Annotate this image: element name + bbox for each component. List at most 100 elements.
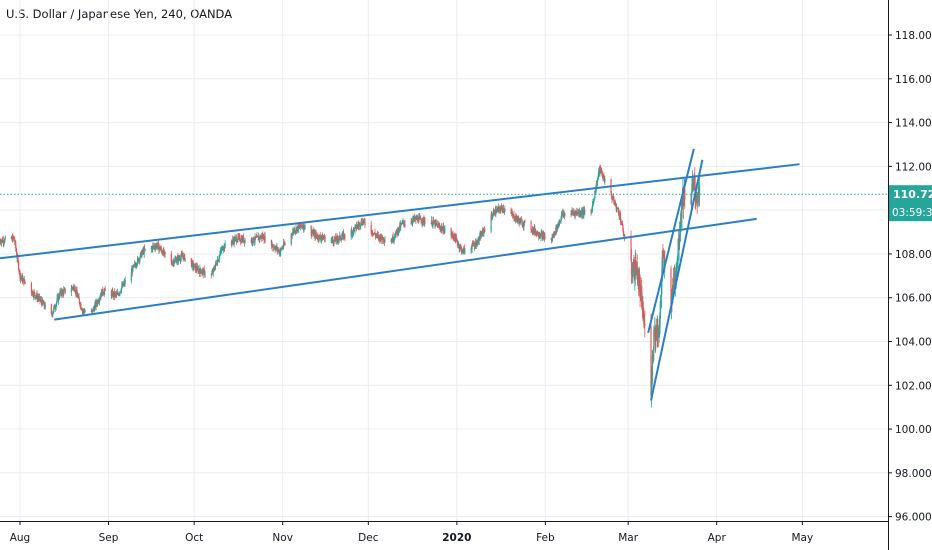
candle-body: [203, 269, 205, 275]
candle-body: [260, 237, 262, 239]
candle-body: [52, 311, 54, 314]
candle-body: [638, 279, 641, 286]
candle-body: [150, 247, 152, 250]
candle-body: [12, 236, 14, 242]
candle-body: [502, 207, 505, 211]
candle-body: [92, 308, 94, 312]
candle-body: [677, 259, 679, 261]
candle-body: [231, 241, 233, 244]
candle-body: [211, 273, 213, 276]
candle-body: [43, 302, 45, 307]
chart-grid: [0, 0, 888, 521]
candle-body: [616, 207, 618, 210]
candle-body: [254, 236, 256, 241]
candle-body: [358, 224, 360, 227]
candle-body: [312, 232, 314, 234]
candle-body: [21, 275, 23, 282]
candle-body: [320, 238, 322, 240]
candle-body: [239, 240, 241, 242]
candle-body: [84, 311, 86, 313]
candle-body: [558, 223, 560, 225]
candle-body: [410, 221, 412, 225]
candle-body: [176, 257, 178, 262]
candle-body: [552, 233, 555, 238]
candle-body: [461, 250, 464, 253]
candle-body: [697, 193, 699, 203]
candle-body: [562, 214, 565, 216]
candle-body: [560, 217, 562, 222]
candle-body: [436, 223, 438, 225]
candle-body: [298, 225, 300, 227]
candle-body: [352, 231, 354, 235]
candle-body: [577, 212, 579, 215]
candle-body: [253, 240, 256, 242]
price-tick-label: 106.000: [895, 293, 932, 305]
candle-body: [219, 251, 221, 254]
candle-body: [692, 179, 694, 185]
candle-body: [690, 195, 693, 205]
candle-body: [460, 247, 462, 249]
candle-body: [144, 249, 146, 250]
candle-body: [457, 243, 459, 246]
candle-body: [480, 233, 483, 236]
candle-body: [438, 224, 440, 226]
candle-body: [471, 242, 474, 246]
chart-title: U.S. Dollar / Japanese Yen, 240, OANDA: [6, 7, 233, 21]
price-tick-label: 108.000: [895, 249, 932, 261]
candle-body: [357, 225, 359, 226]
candle-body: [141, 252, 143, 257]
candle-body: [98, 299, 101, 302]
candle-body: [12, 236, 14, 239]
candle-body: [422, 217, 424, 223]
candle-body: [341, 237, 343, 240]
time-tick-label: Mar: [618, 532, 638, 544]
candle-body: [172, 262, 174, 265]
candle-body: [354, 225, 357, 227]
candle-body: [299, 226, 301, 228]
candle-body: [97, 301, 100, 303]
candle-body: [675, 278, 677, 281]
candle-body: [201, 272, 203, 274]
candle-body: [104, 288, 106, 291]
candle-body: [551, 238, 553, 241]
candle-body: [120, 291, 122, 293]
trendline-channel-upper: [0, 163, 800, 260]
candle-body: [558, 223, 560, 226]
candle-body: [513, 219, 516, 220]
candle-body: [311, 232, 313, 235]
candle-body: [441, 228, 444, 231]
candle-body: [683, 201, 685, 206]
candle-body: [600, 169, 603, 173]
candle-body: [431, 220, 433, 226]
candle-body: [658, 327, 661, 329]
candle-body: [337, 239, 339, 242]
candle-body: [244, 239, 246, 243]
candle-body: [531, 231, 533, 232]
candle-body: [691, 184, 693, 196]
candle-body: [190, 258, 192, 263]
candle-body: [30, 282, 33, 293]
candle-body: [91, 310, 93, 312]
candle-body: [544, 236, 546, 239]
candle-body: [373, 233, 375, 234]
candle-body: [459, 247, 461, 249]
candle-body: [319, 235, 321, 238]
candle-body: [603, 176, 605, 181]
price-tick-label: 98.000: [895, 468, 932, 480]
candle-body: [554, 231, 556, 235]
candle-body: [221, 248, 223, 252]
candle-body: [463, 248, 466, 251]
candle-body: [456, 240, 458, 244]
candle-body: [432, 222, 434, 226]
candle-body: [243, 237, 245, 242]
candle-body: [499, 207, 501, 211]
candle-body: [124, 280, 126, 284]
candle-body: [461, 252, 463, 253]
time-tick-label: Aug: [10, 532, 31, 544]
candle-body: [97, 300, 99, 303]
candle-body: [56, 298, 58, 302]
candle-body: [282, 247, 284, 249]
candle-body: [477, 244, 479, 246]
candle-body: [56, 301, 58, 305]
